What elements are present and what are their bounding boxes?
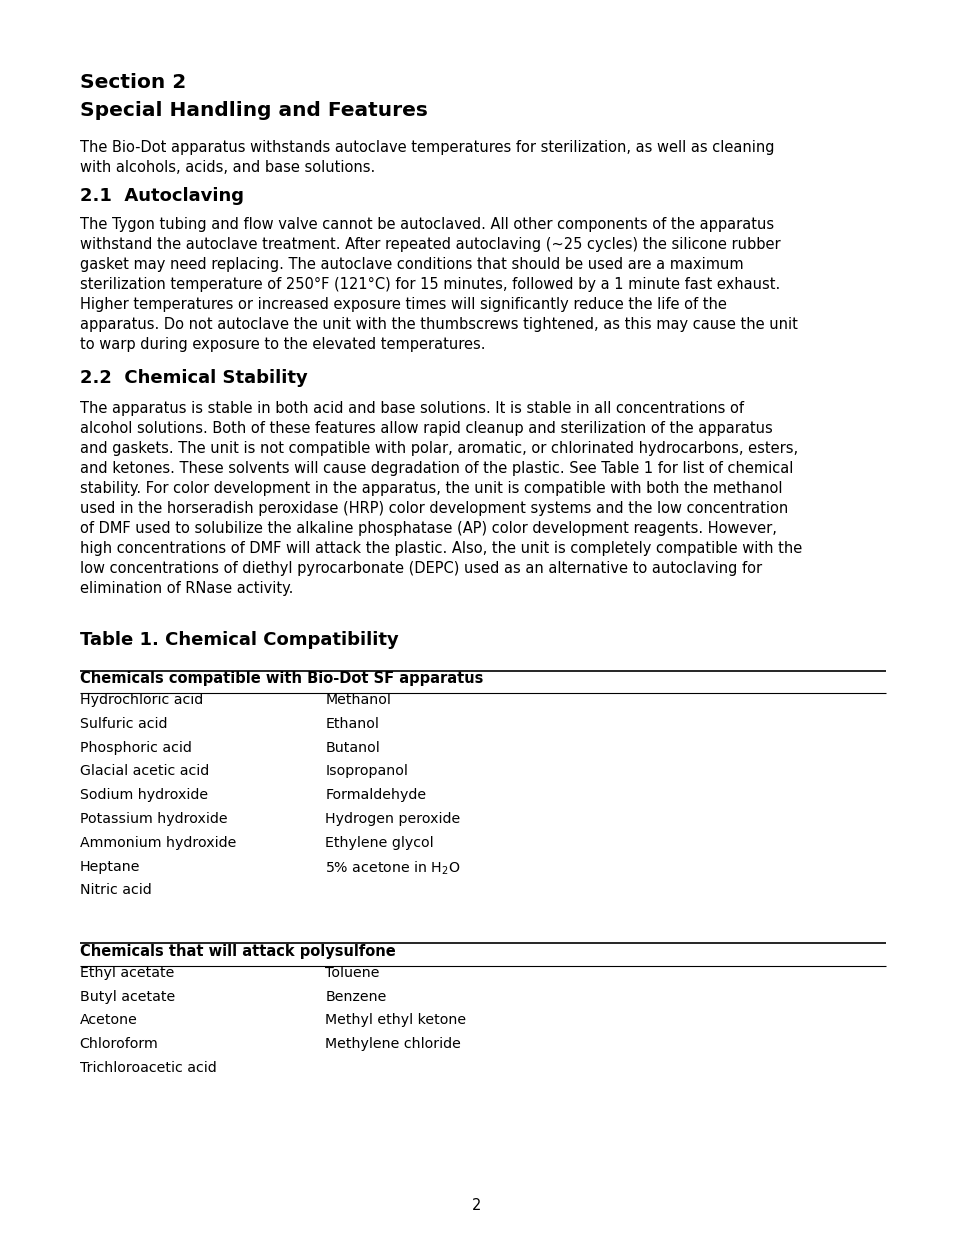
Text: Glacial acetic acid: Glacial acetic acid bbox=[79, 764, 209, 778]
Text: Sulfuric acid: Sulfuric acid bbox=[79, 716, 167, 731]
Text: Hydrogen peroxide: Hydrogen peroxide bbox=[325, 811, 460, 826]
Text: The Bio-Dot apparatus withstands autoclave temperatures for sterilization, as we: The Bio-Dot apparatus withstands autocla… bbox=[79, 140, 773, 174]
Text: Hydrochloric acid: Hydrochloric acid bbox=[79, 693, 203, 706]
Text: Chloroform: Chloroform bbox=[79, 1037, 158, 1051]
Text: Ethyl acetate: Ethyl acetate bbox=[79, 966, 173, 979]
Text: 2.2  Chemical Stability: 2.2 Chemical Stability bbox=[79, 368, 307, 387]
Text: Nitric acid: Nitric acid bbox=[79, 883, 152, 898]
Text: Butanol: Butanol bbox=[325, 741, 380, 755]
Text: Trichloroacetic acid: Trichloroacetic acid bbox=[79, 1061, 216, 1074]
Text: Table 1. Chemical Compatibility: Table 1. Chemical Compatibility bbox=[79, 631, 397, 648]
Text: Butyl acetate: Butyl acetate bbox=[79, 989, 174, 1004]
Text: Phosphoric acid: Phosphoric acid bbox=[79, 741, 192, 755]
Text: Chemicals that will attack polysulfone: Chemicals that will attack polysulfone bbox=[79, 944, 395, 960]
Text: Section 2: Section 2 bbox=[79, 73, 186, 91]
Text: 2.1  Autoclaving: 2.1 Autoclaving bbox=[79, 186, 243, 205]
Text: Acetone: Acetone bbox=[79, 1013, 137, 1028]
Text: The Tygon tubing and flow valve cannot be autoclaved. All other components of th: The Tygon tubing and flow valve cannot b… bbox=[79, 216, 797, 352]
Text: Heptane: Heptane bbox=[79, 860, 140, 873]
Text: Ammonium hydroxide: Ammonium hydroxide bbox=[79, 836, 235, 850]
Text: Methanol: Methanol bbox=[325, 693, 391, 706]
Text: Special Handling and Features: Special Handling and Features bbox=[79, 101, 427, 121]
Text: Formaldehyde: Formaldehyde bbox=[325, 788, 426, 803]
Text: Isopropanol: Isopropanol bbox=[325, 764, 408, 778]
Text: Toluene: Toluene bbox=[325, 966, 379, 979]
Text: 5% acetone in H$_2$O: 5% acetone in H$_2$O bbox=[325, 860, 460, 877]
Text: Ethanol: Ethanol bbox=[325, 716, 379, 731]
Text: Ethylene glycol: Ethylene glycol bbox=[325, 836, 434, 850]
Text: 2: 2 bbox=[472, 1198, 481, 1213]
Text: Chemicals compatible with Bio-Dot SF apparatus: Chemicals compatible with Bio-Dot SF app… bbox=[79, 672, 482, 687]
Text: Sodium hydroxide: Sodium hydroxide bbox=[79, 788, 208, 803]
Text: The apparatus is stable in both acid and base solutions. It is stable in all con: The apparatus is stable in both acid and… bbox=[79, 400, 801, 595]
Text: Potassium hydroxide: Potassium hydroxide bbox=[79, 811, 227, 826]
Text: Methylene chloride: Methylene chloride bbox=[325, 1037, 461, 1051]
Text: Benzene: Benzene bbox=[325, 989, 387, 1004]
Text: Methyl ethyl ketone: Methyl ethyl ketone bbox=[325, 1013, 466, 1028]
